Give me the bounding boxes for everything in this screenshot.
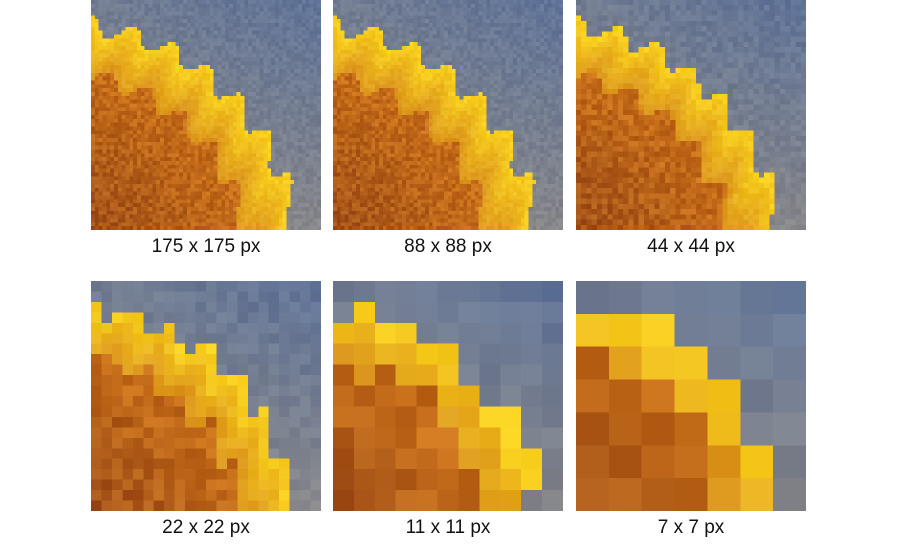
image-panel: 88 x 88 px: [333, 0, 563, 258]
caption: 22 x 22 px: [162, 517, 250, 538]
caption: 175 x 175 px: [151, 236, 261, 257]
pixelated-image: [333, 0, 563, 230]
caption: 44 x 44 px: [647, 236, 735, 257]
pixelated-image: [91, 281, 321, 511]
image-panel: 11 x 11 px: [333, 281, 563, 539]
image-panel: 175 x 175 px: [91, 0, 321, 258]
caption: 7 x 7 px: [657, 517, 725, 538]
pixelated-image: [333, 281, 563, 511]
image-panel: 44 x 44 px: [576, 0, 806, 258]
pixelated-image: [576, 0, 806, 230]
pixelated-image: [576, 281, 806, 511]
caption: 88 x 88 px: [404, 236, 492, 257]
image-panel: 7 x 7 px: [576, 281, 806, 539]
image-panel: 22 x 22 px: [91, 281, 321, 539]
caption: 11 x 11 px: [405, 517, 491, 538]
pixelated-image: [91, 0, 321, 230]
